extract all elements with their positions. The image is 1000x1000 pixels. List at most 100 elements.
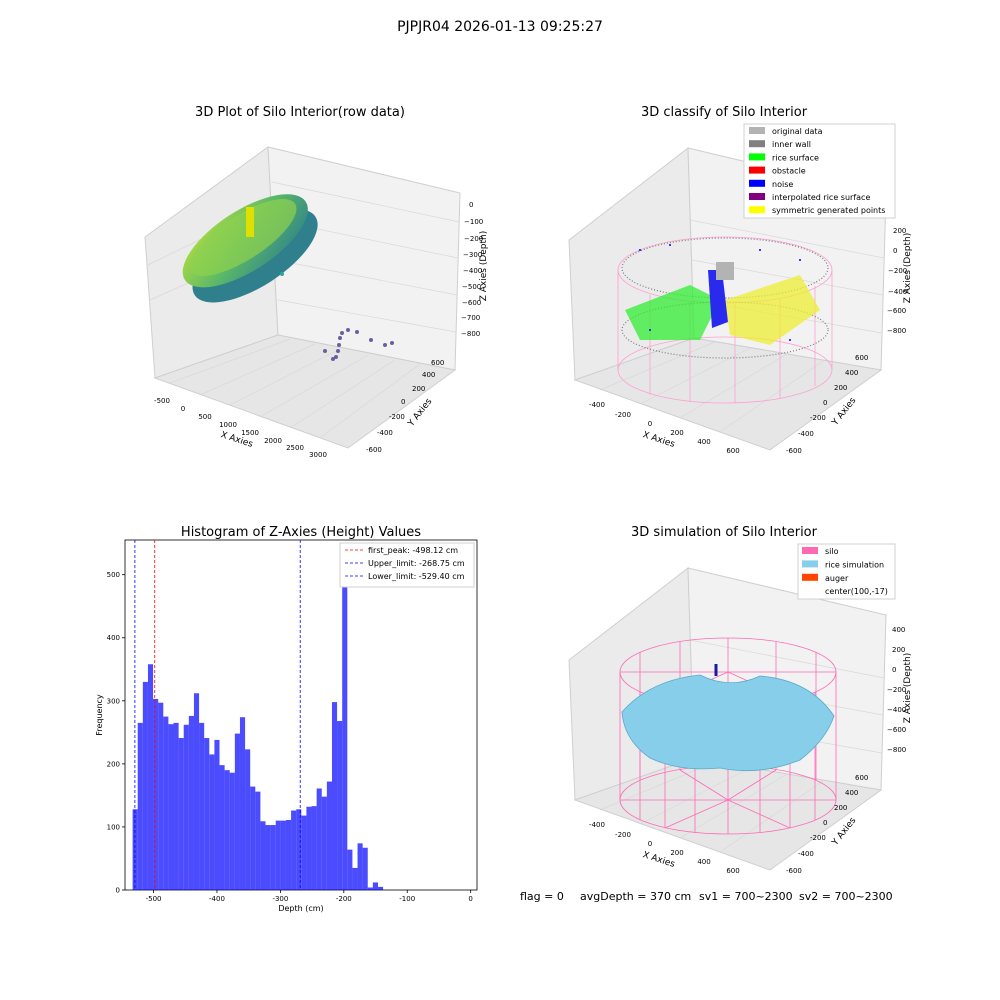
classify-xtick: 0 — [648, 420, 652, 428]
classify-zlabel: Z Axies (Depth) — [903, 233, 913, 304]
simulation-xtick: 0 — [648, 840, 652, 848]
histogram-bar — [311, 806, 317, 890]
histogram-bar — [193, 693, 200, 890]
raw-xtick: 0 — [181, 405, 185, 413]
histogram-ytick-label: 400 — [107, 634, 120, 642]
simulation-ytick: -400 — [798, 850, 814, 858]
classify-original-data — [716, 262, 734, 280]
simulation-ytick: 600 — [855, 774, 868, 782]
histogram-bar — [239, 717, 246, 890]
raw-point-cloud — [182, 194, 318, 303]
histogram-ytick-label: 500 — [107, 571, 120, 579]
legend-swatch — [749, 166, 765, 174]
legend-swatch — [802, 547, 818, 554]
status-sv1: sv1 = 700~2300 — [699, 890, 793, 903]
histogram-bar — [183, 724, 189, 890]
simulation-ztick: 200 — [892, 646, 905, 654]
legend-swatch — [749, 179, 765, 187]
histogram-bar — [342, 555, 348, 890]
classify-xtick: 400 — [697, 438, 710, 446]
histogram-bar — [234, 733, 240, 890]
simulation-xtick: 200 — [670, 849, 683, 857]
simulation-legend-items: silo rice simulation auger center(100,-17) — [802, 547, 888, 596]
histogram-bar — [296, 809, 302, 890]
classify-ztick: 0 — [893, 247, 897, 255]
classify-ytick: 0 — [823, 399, 827, 407]
classify-legend — [743, 123, 896, 219]
legend-swatch — [749, 153, 765, 161]
raw-xtick: 3000 — [309, 451, 327, 459]
histogram-bar — [209, 754, 215, 890]
histogram-legend-label: Upper_limit: -268.75 cm — [368, 559, 465, 568]
classify-xtick: 600 — [726, 447, 739, 455]
histogram-bar — [204, 738, 210, 890]
raw-ytick: -200 — [389, 413, 405, 421]
raw-ztick: 0 — [469, 201, 473, 209]
histogram-xtick-label: -200 — [336, 895, 352, 903]
histogram-xtick-label: -500 — [146, 895, 162, 903]
histogram-bar — [372, 882, 378, 890]
raw-xtick: 1500 — [241, 429, 259, 437]
histogram-xlabel: Depth (cm) — [278, 904, 323, 913]
panel-simulation-3d: 3D simulation of Silo Interior — [568, 525, 913, 875]
simulation-ytick: 400 — [845, 789, 858, 797]
histogram-xtick-label: -400 — [209, 895, 225, 903]
raw-xtick: -500 — [154, 397, 170, 405]
legend-label: original data — [772, 127, 823, 136]
classify-inner-wall — [621, 237, 829, 359]
raw-xtick: 2500 — [286, 444, 304, 452]
raw-plot-title: 3D Plot of Silo Interior(row data) — [195, 105, 405, 120]
raw-xtick: 1000 — [219, 421, 237, 429]
status-sv2: sv2 = 700~2300 — [799, 890, 893, 903]
histogram-bar — [153, 698, 159, 890]
histogram-bar — [367, 887, 373, 890]
histogram-bar — [137, 722, 143, 890]
raw-ytick: 600 — [431, 359, 444, 367]
raw-ztick: −400 — [463, 267, 482, 275]
histogram-legend-items: first_peak: -498.12 cm Upper_limit: -268.… — [345, 546, 465, 581]
histogram-bar — [270, 825, 276, 890]
raw-ztick: −500 — [462, 283, 481, 291]
legend-label: rice simulation — [825, 560, 884, 569]
legend-label: center(100,-17) — [825, 587, 888, 596]
histogram-bar — [158, 702, 164, 890]
histogram-xtick-label: -300 — [272, 895, 288, 903]
legend-label: interpolated rice surface — [772, 193, 870, 202]
histogram-ytick-label: 200 — [107, 760, 120, 768]
simulation-ytick: -200 — [810, 834, 826, 842]
classify-xtick: 200 — [670, 429, 683, 437]
raw-ztick: −100 — [464, 218, 483, 226]
histogram-legend-label: Lower_limit: -529.40 cm — [368, 572, 465, 581]
histogram-ytick-label: 100 — [107, 823, 120, 831]
histogram-bar — [291, 810, 297, 890]
histogram-bars — [132, 555, 384, 890]
status-footer: flag = 0 avgDepth = 370 cm sv1 = 700~230… — [520, 890, 893, 903]
legend-label: inner wall — [772, 140, 811, 149]
classify-symmetric-points — [725, 275, 820, 345]
histogram-bar — [250, 786, 256, 890]
status-avg-depth: avgDepth = 370 cm — [580, 890, 691, 903]
raw-zlabel: Z Axies (Depth) — [479, 231, 489, 302]
classify-noise-cluster — [708, 270, 728, 328]
simulation-xtick: -400 — [589, 821, 605, 829]
histogram-bar — [173, 722, 179, 890]
simulation-ztick: −600 — [887, 726, 906, 734]
classify-ztick: −800 — [887, 327, 906, 335]
raw-ytick: -600 — [366, 446, 382, 454]
classify-ytick: 600 — [855, 354, 868, 362]
classify-noise-points — [639, 244, 801, 341]
simulation-xtick: 400 — [697, 858, 710, 866]
histogram-bar — [347, 849, 353, 890]
histogram-bar — [331, 702, 338, 890]
classify-legend-items: original data inner wall rice surface obsta… — [749, 127, 885, 215]
raw-ytick: 400 — [422, 371, 435, 379]
raw-bright-spike — [246, 207, 254, 237]
histogram-ytick-label: 300 — [107, 697, 120, 705]
histogram-bar — [163, 716, 169, 890]
histogram-xtick-label: -100 — [399, 895, 415, 903]
histogram-bar — [337, 720, 343, 890]
histogram-y-ticks: 0 100 200 300 400 500 — [107, 571, 125, 895]
classify-rice-surface — [625, 285, 720, 340]
histogram-bar — [224, 770, 230, 890]
